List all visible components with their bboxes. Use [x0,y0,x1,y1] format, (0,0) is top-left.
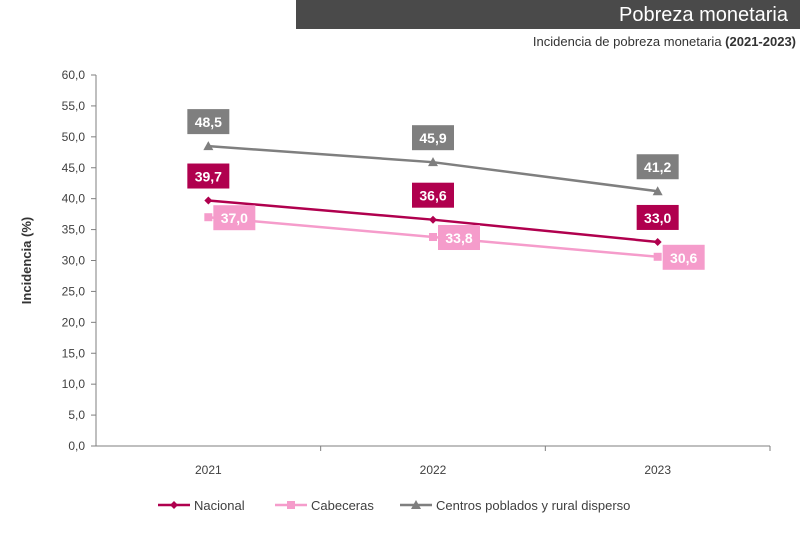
y-tick-label: 10,0 [62,377,86,391]
data-label: 37,0 [221,210,248,226]
data-label-box [412,125,454,151]
legend-label-0: Nacional [194,498,245,513]
x-tick-label: 2022 [420,463,447,477]
data-label: 33,8 [445,230,472,246]
y-tick-label: 40,0 [62,192,86,206]
data-point-1 [429,233,437,242]
data-label: 45,9 [419,130,446,146]
y-tick-label: 50,0 [62,130,86,144]
data-point-0 [204,196,213,205]
data-label-box [636,204,679,230]
chart-subtitle: Incidencia de pobreza monetaria (2021-20… [533,34,796,49]
legend-label-1: Cabeceras [311,498,374,513]
y-tick-label: 20,0 [62,315,86,329]
legend-marker-2 [411,500,421,509]
y-tick-label: 15,0 [62,346,86,360]
data-label-box [213,205,256,231]
y-tick-label: 25,0 [62,284,86,298]
data-point-2 [428,157,438,167]
y-tick-label: 35,0 [62,223,86,237]
y-tick-label: 5,0 [68,408,85,422]
data-point-0 [653,237,662,246]
chart-title-bar: Pobreza monetaria [296,0,800,29]
data-label-box [438,225,480,251]
data-label-box [187,109,230,135]
x-tick-label: 2021 [195,463,222,477]
legend-label-2: Centros poblados y rural disperso [436,498,630,513]
data-label: 41,2 [644,159,671,175]
data-label: 30,6 [670,250,697,266]
legend-marker-1 [287,501,295,509]
data-label-box [636,154,679,180]
data-label-box [187,163,230,189]
y-tick-label: 45,0 [62,161,86,175]
y-axis-title: Incidencia (%) [19,217,34,304]
data-point-1 [204,213,213,222]
data-point-2 [203,141,214,151]
y-tick-label: 30,0 [62,254,86,268]
y-tick-label: 60,0 [62,68,86,82]
y-tick-label: 0,0 [68,439,85,453]
data-label: 36,6 [419,188,446,204]
data-label-box [662,244,705,270]
data-label: 39,7 [195,169,222,185]
y-tick-label: 55,0 [62,99,86,113]
data-point-2 [652,186,663,196]
data-label-box [412,182,454,208]
chart-title: Pobreza monetaria [619,4,788,26]
data-label: 48,5 [195,114,222,130]
subtitle-period: (2021-2023) [725,34,796,49]
legend-marker-0 [170,501,178,509]
subtitle-text: Incidencia de pobreza monetaria [532,34,722,49]
x-tick-label: 2023 [644,463,671,477]
data-point-1 [653,252,662,261]
data-point-0 [429,215,437,224]
data-label: 33,0 [644,210,671,226]
